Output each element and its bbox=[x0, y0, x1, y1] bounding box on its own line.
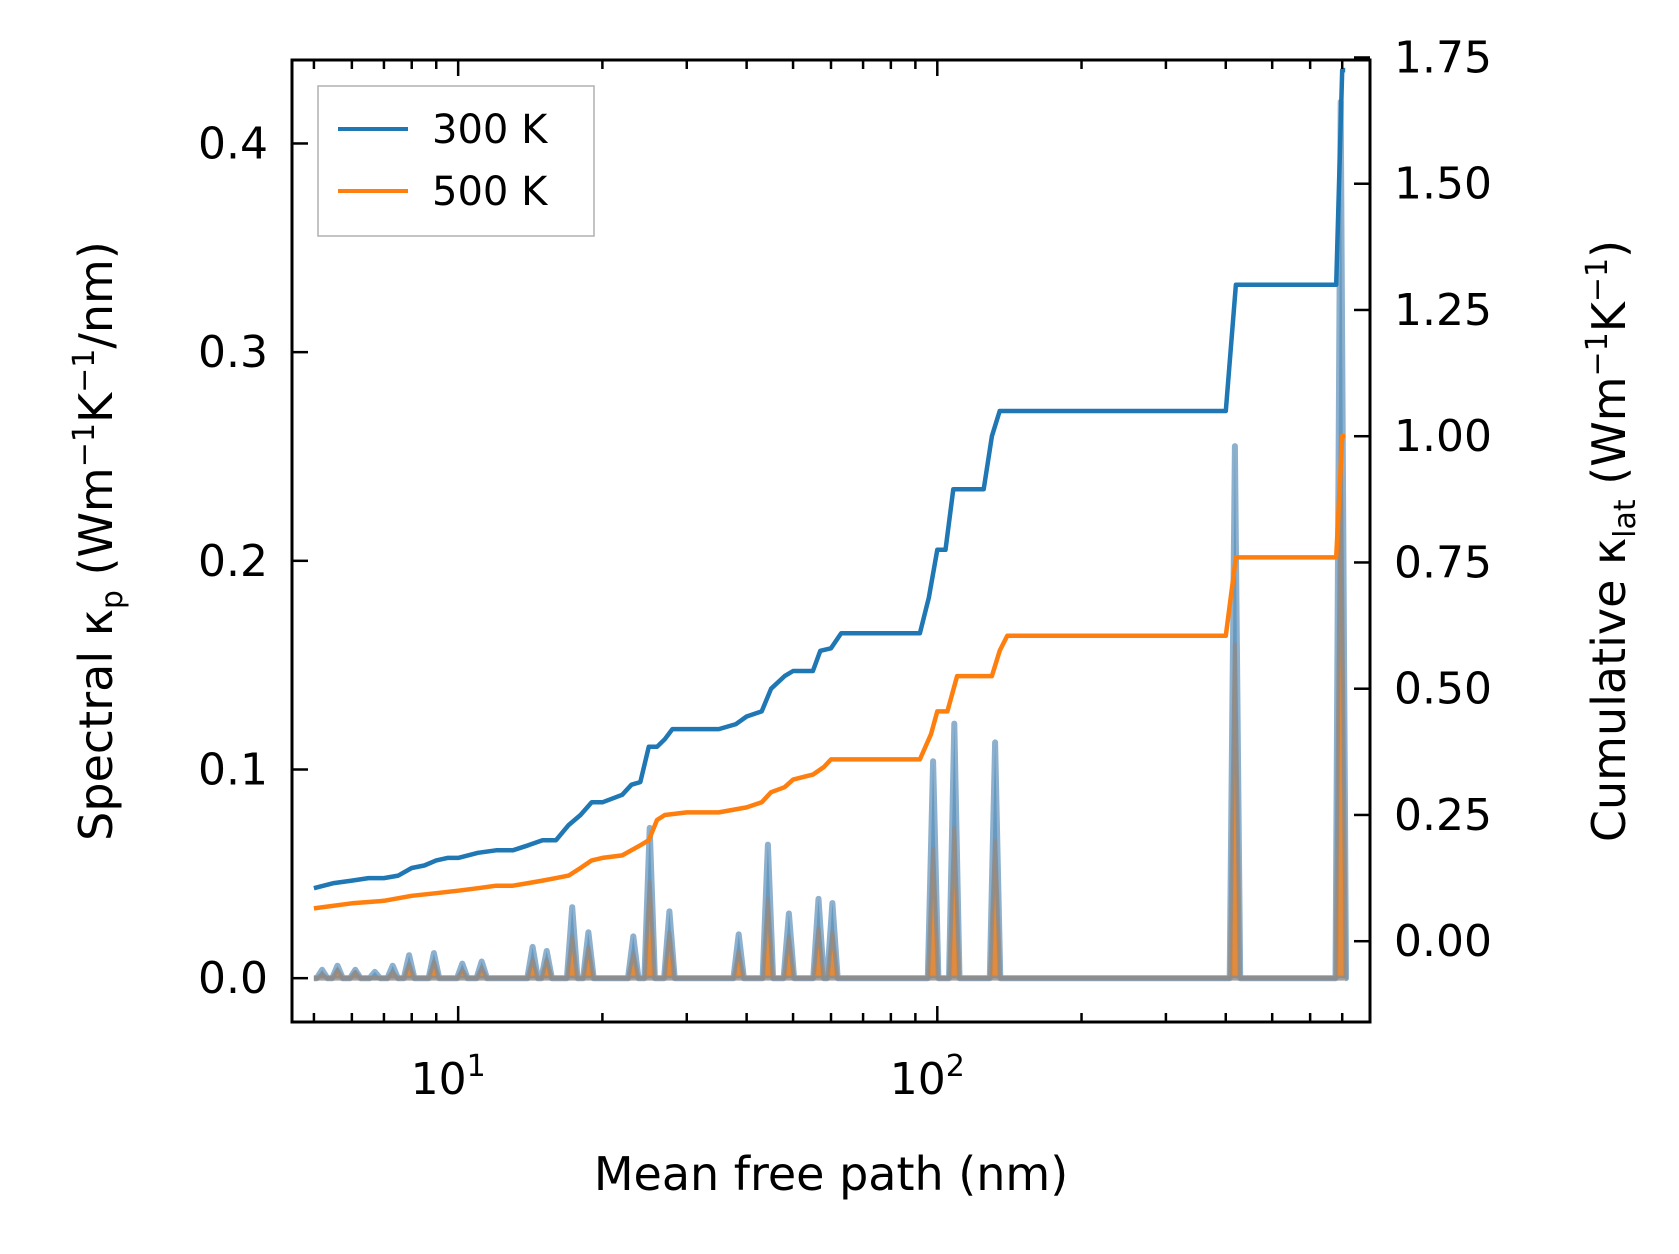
y-left-label-k: K bbox=[69, 391, 123, 423]
x-tick-label-exp: 2 bbox=[946, 1049, 965, 1084]
y-right-label-sub: lat bbox=[1608, 499, 1643, 538]
cumulative-line-500k bbox=[313, 433, 1346, 911]
y-right-tick-label: 1.75 bbox=[1394, 32, 1492, 83]
y-right-tick-label: 0.75 bbox=[1394, 537, 1492, 588]
y-left-tick-label: 0.3 bbox=[198, 327, 268, 378]
x-tick-label: 101 bbox=[411, 1049, 486, 1105]
legend-label-300k: 300 K bbox=[432, 107, 549, 153]
y-right-label-k: K bbox=[1582, 300, 1636, 332]
y-right-label-unit-open: (Wm bbox=[1582, 376, 1636, 499]
y-left-label-sup2: −1 bbox=[67, 349, 102, 393]
label-layer: 101 1020.00.10.20.30.40.000.250.500.751.0… bbox=[198, 32, 1492, 1105]
y-axis-left-label: Spectral κp (Wm−1K−1/nm) bbox=[67, 241, 130, 841]
y-right-label-unit-close: ) bbox=[1582, 240, 1636, 258]
y-left-label-sup1: −1 bbox=[67, 423, 102, 467]
y-left-label-sub: p bbox=[95, 590, 130, 609]
x-tick-label: 102 bbox=[890, 1049, 965, 1105]
plot-frame bbox=[290, 58, 1372, 1024]
y-left-tick-label: 0.1 bbox=[198, 745, 268, 796]
legend: 300 K 500 K bbox=[317, 85, 595, 237]
y-right-tick-label: 0.50 bbox=[1394, 664, 1492, 715]
y-left-label-unit-close: /nm) bbox=[69, 241, 123, 348]
y-right-tick-label: 1.00 bbox=[1394, 411, 1492, 462]
y-right-label-sup2: −1 bbox=[1580, 258, 1615, 302]
y-right-label-sup1: −1 bbox=[1580, 332, 1615, 376]
cumulative-line-300k bbox=[313, 67, 1346, 891]
x-tick-label-base: 10 bbox=[411, 1054, 467, 1105]
y-right-tick-label: 0.25 bbox=[1394, 790, 1492, 841]
legend-box bbox=[317, 85, 595, 237]
legend-label-500k: 500 K bbox=[432, 169, 549, 215]
y-right-label-main: Cumulative κ bbox=[1582, 538, 1636, 842]
y-left-label-main: Spectral κ bbox=[69, 609, 123, 841]
y-left-tick-label: 0.4 bbox=[198, 118, 268, 169]
plot-layer bbox=[313, 67, 1349, 982]
x-tick-label-exp: 1 bbox=[467, 1049, 486, 1084]
y-left-label-unit-open: (Wm bbox=[69, 467, 123, 590]
y-right-tick-label: 0.00 bbox=[1394, 916, 1492, 967]
y-left-tick-label: 0.2 bbox=[198, 536, 268, 587]
y-right-tick-label: 1.50 bbox=[1394, 159, 1492, 210]
x-axis-label: Mean free path (nm) bbox=[594, 1147, 1068, 1201]
y-left-tick-label: 0.0 bbox=[198, 953, 268, 1004]
x-tick-label-base: 10 bbox=[890, 1054, 946, 1105]
y-axis-right-label: Cumulative κlat (Wm−1K−1) bbox=[1580, 240, 1643, 842]
y-right-tick-label: 1.25 bbox=[1394, 285, 1492, 336]
